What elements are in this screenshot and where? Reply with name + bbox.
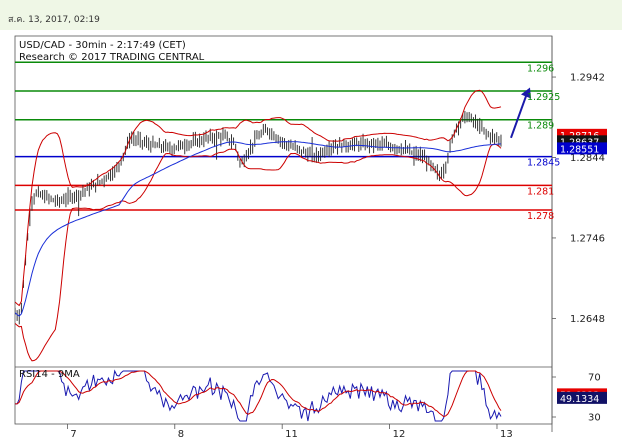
support-level-label: 1.281 xyxy=(527,186,554,197)
timestamp-label: ส.ค. 13, 2017, 02:19 xyxy=(8,15,100,25)
chart-title: USD/CAD - 30min - 2:17:49 (CET) xyxy=(19,40,186,51)
x-tick-label: 7 xyxy=(70,429,76,440)
rsi-title: RSI14 - 9MA xyxy=(19,369,80,380)
x-tick-label: 11 xyxy=(285,429,298,440)
rsi-badge-label: 49.1334 xyxy=(560,394,599,405)
x-tick-label: 12 xyxy=(393,429,406,440)
rsi-badge xyxy=(557,391,607,404)
bollinger-upper-line xyxy=(15,89,502,307)
bollinger-lower-line xyxy=(15,143,502,362)
rsi-tick-label: 30 xyxy=(588,413,601,424)
support-level-label: 1.278 xyxy=(527,211,554,222)
y-tick-label: 1.2942 xyxy=(570,73,605,84)
rsi-ma-line xyxy=(15,370,502,418)
forecast-arrow-head xyxy=(520,87,531,99)
forecast-arrow-shaft xyxy=(510,93,528,139)
pivot-level-label: 1.2845 xyxy=(527,158,560,169)
rsi-tick-label: 70 xyxy=(588,373,601,384)
plot-frame xyxy=(14,35,553,425)
price-badge-label: 1.28551 xyxy=(560,144,599,155)
y-tick-label: 1.2746 xyxy=(570,233,605,244)
y-tick-label: 1.2648 xyxy=(570,314,605,325)
moving-average-line xyxy=(15,141,502,317)
price-badge xyxy=(557,142,607,155)
resistance-level-label: 1.289 xyxy=(527,121,554,132)
x-tick-label: 8 xyxy=(178,429,184,440)
chart-subtitle: Research © 2017 TRADING CENTRAL xyxy=(19,52,205,63)
resistance-level-label: 1.2925 xyxy=(527,92,560,103)
resistance-level-label: 1.296 xyxy=(527,63,554,74)
y-tick-label: 1.2844 xyxy=(570,153,605,164)
x-tick-label: 13 xyxy=(500,429,513,440)
date-bar: ส.ค. 13, 2017, 02:19 xyxy=(0,0,622,30)
